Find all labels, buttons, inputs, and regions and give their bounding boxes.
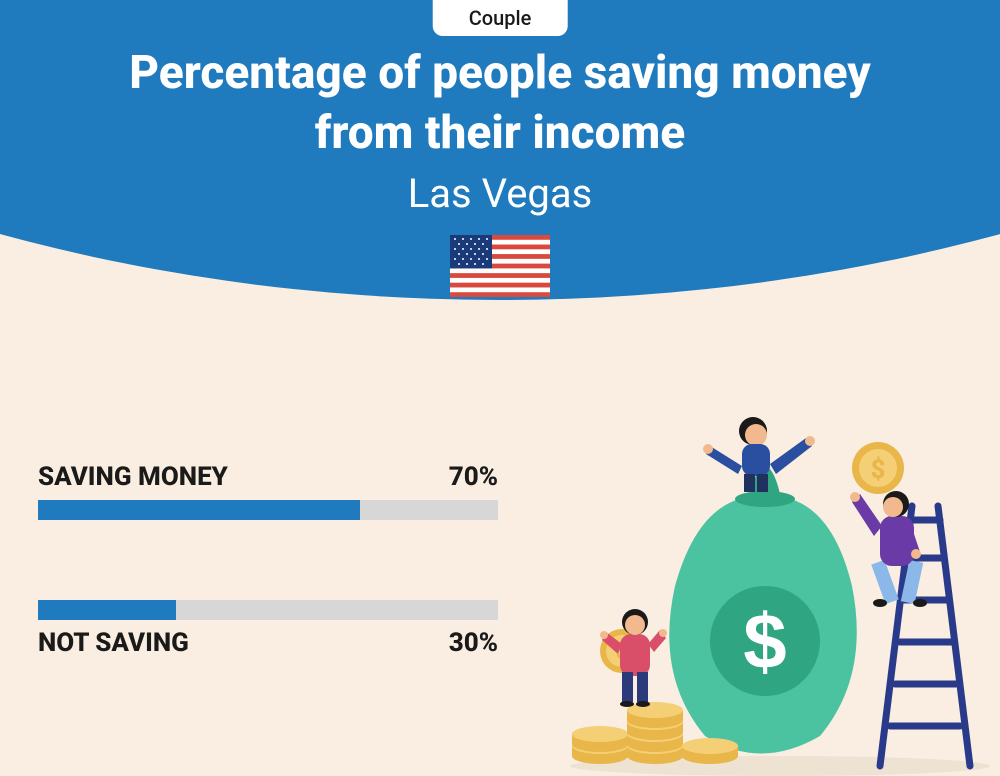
bar-saving-track	[38, 500, 498, 520]
bar-saving-header: SAVING MONEY 70%	[38, 462, 498, 492]
bar-saving: SAVING MONEY 70%	[38, 462, 498, 520]
bar-notsaving-track	[38, 600, 498, 620]
bar-notsaving-label: NOT SAVING	[38, 628, 189, 658]
svg-text:$: $	[871, 455, 886, 485]
bars-area: SAVING MONEY 70% NOT SAVING 30%	[38, 462, 498, 738]
bar-notsaving-header: NOT SAVING 30%	[38, 628, 498, 658]
bar-notsaving: NOT SAVING 30%	[38, 600, 498, 658]
bar-notsaving-value: 30%	[449, 628, 498, 658]
bar-saving-value: 70%	[449, 462, 498, 492]
person-bottom-icon: $	[600, 609, 667, 707]
tab-label: Couple	[469, 6, 532, 30]
bar-saving-label: SAVING MONEY	[38, 462, 228, 492]
subtitle: Las Vegas	[0, 170, 1000, 217]
person-top-icon	[703, 417, 815, 492]
person-ladder-icon: $	[850, 442, 927, 607]
title-line-1: Percentage of people saving money	[129, 46, 871, 100]
bar-saving-fill	[38, 500, 360, 520]
bar-notsaving-fill	[38, 600, 176, 620]
savings-illustration: $	[560, 416, 1000, 776]
tab-badge: Couple	[433, 0, 568, 36]
header-content: Percentage of people saving money from t…	[0, 44, 1000, 301]
money-bag-icon: $	[669, 466, 856, 754]
page-title: Percentage of people saving money from t…	[0, 44, 1000, 164]
us-flag-icon	[450, 235, 550, 297]
title-line-2: from their income	[315, 106, 685, 160]
svg-text:$: $	[743, 597, 786, 685]
